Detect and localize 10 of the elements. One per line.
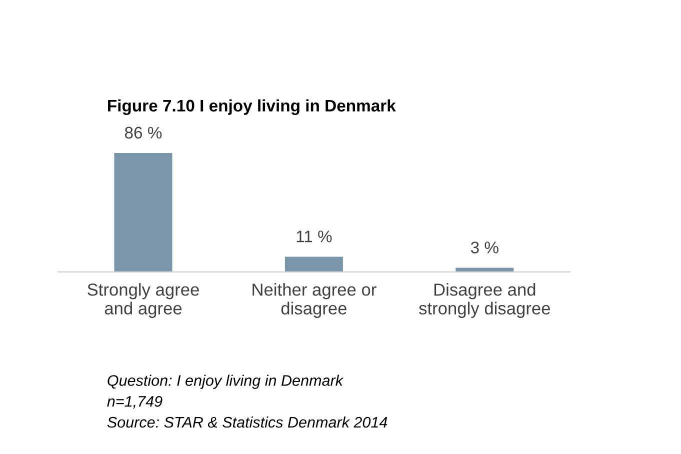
data-label: 3 % — [470, 242, 498, 254]
x-tick-label: Strongly agree and agree — [88, 283, 199, 318]
text: Question: I enjoy living in Denmark — [108, 374, 344, 389]
x-tick-label: Neither agree or disagree — [252, 283, 376, 318]
data-label: 11 % — [296, 230, 332, 242]
text: n=1,749 — [107, 396, 162, 409]
data-label: 86 % — [124, 126, 162, 139]
x-tick-label: Disagree and strongly disagree — [419, 283, 550, 318]
chart-title: Figure 7.10 I enjoy living in Denmark — [108, 99, 396, 115]
source-note: Source: STAR & Statistics Denmark 2014 — [107, 416, 388, 428]
